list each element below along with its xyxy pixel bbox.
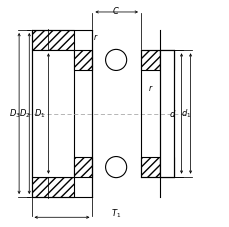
Polygon shape xyxy=(31,177,74,197)
Text: $d$: $d$ xyxy=(168,108,175,119)
Polygon shape xyxy=(31,50,74,177)
Text: $D_1$: $D_1$ xyxy=(33,107,45,120)
Text: $C$: $C$ xyxy=(112,5,120,16)
Polygon shape xyxy=(159,158,173,177)
Polygon shape xyxy=(140,50,159,69)
Polygon shape xyxy=(159,50,173,69)
Text: $D_2$: $D_2$ xyxy=(19,107,30,120)
Text: $d_1$: $d_1$ xyxy=(180,107,191,120)
Polygon shape xyxy=(140,158,159,177)
Text: $r$: $r$ xyxy=(148,83,153,93)
Text: $r$: $r$ xyxy=(93,32,98,42)
Polygon shape xyxy=(74,158,92,177)
Circle shape xyxy=(105,157,126,178)
Text: $D_3$: $D_3$ xyxy=(9,107,20,120)
Circle shape xyxy=(105,49,126,70)
Polygon shape xyxy=(31,30,74,50)
Text: $T_1$: $T_1$ xyxy=(111,208,121,220)
Polygon shape xyxy=(159,50,173,177)
Polygon shape xyxy=(74,50,92,69)
